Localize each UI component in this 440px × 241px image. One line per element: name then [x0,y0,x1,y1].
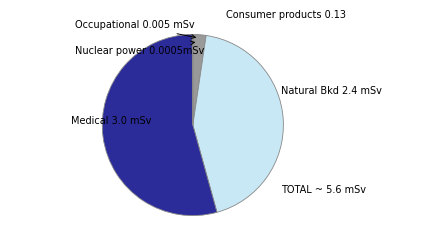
Text: Medical 3.0 mSv: Medical 3.0 mSv [70,115,151,126]
Text: TOTAL ~ 5.6 mSv: TOTAL ~ 5.6 mSv [281,185,366,195]
Wedge shape [192,34,193,125]
Wedge shape [192,34,193,125]
Text: Occupational 0.005 mSv: Occupational 0.005 mSv [75,20,195,39]
Text: Natural Bkd 2.4 mSv: Natural Bkd 2.4 mSv [281,86,381,96]
Wedge shape [193,34,206,125]
Wedge shape [193,35,283,212]
Wedge shape [102,34,217,216]
Text: Nuclear power 0.0005mSv: Nuclear power 0.0005mSv [75,41,204,56]
Text: Consumer products 0.13: Consumer products 0.13 [226,10,346,20]
